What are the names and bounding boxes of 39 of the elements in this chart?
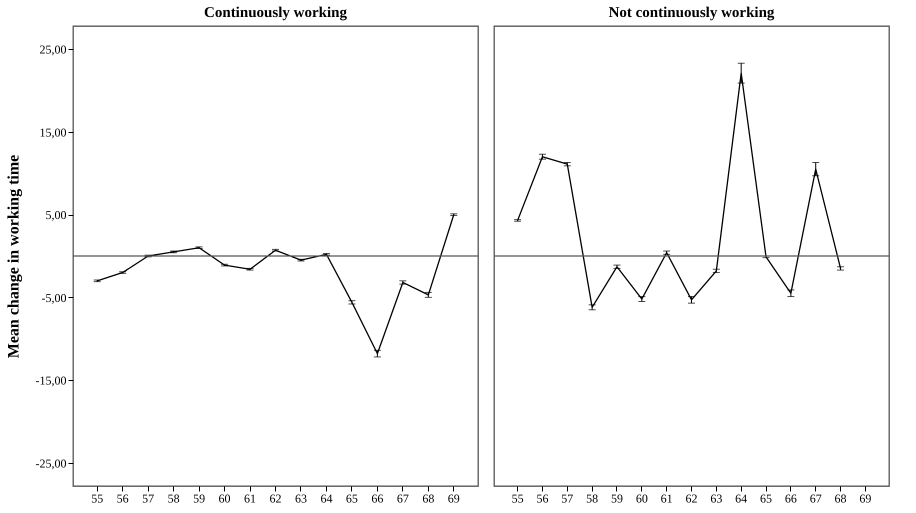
x-tick-label: 65 [760, 492, 772, 506]
y-tick-label: -25,00 [36, 456, 66, 470]
x-tick-label: 59 [610, 492, 623, 506]
x-tick-label: 57 [142, 492, 154, 506]
y-axis-title: Mean change in working time [6, 154, 23, 358]
x-tick-label: 58 [168, 492, 180, 506]
y-tick-label: 5,00 [46, 208, 66, 222]
x-tick-label: 64 [735, 492, 748, 506]
x-tick-label: 67 [396, 492, 409, 506]
x-tick-label: 69 [448, 492, 460, 506]
y-tick-label: -15,00 [36, 374, 66, 388]
x-tick-label: 60 [218, 492, 231, 506]
chart-title: Continuously working [204, 5, 348, 21]
x-tick-label: 62 [686, 492, 698, 506]
x-tick-label: 57 [561, 492, 574, 506]
x-tick-label: 67 [810, 492, 822, 506]
x-tick-label: 65 [346, 492, 358, 506]
x-tick-label: 66 [371, 492, 384, 506]
x-tick-label: 63 [710, 492, 722, 506]
chart-title: Not continuously working [608, 5, 775, 21]
x-tick-label: 59 [193, 492, 206, 506]
x-tick-label: 68 [422, 492, 434, 506]
x-tick-label: 55 [91, 492, 104, 506]
x-tick-label: 60 [636, 492, 648, 506]
x-tick-label: 61 [660, 492, 673, 506]
y-tick-label: 15,00 [40, 125, 66, 140]
x-tick-label: 61 [244, 492, 256, 506]
y-tick-label: 25,00 [40, 42, 66, 57]
y-tick-label: -5,00 [42, 290, 66, 305]
x-tick-label: 68 [834, 492, 847, 506]
x-tick-label: 58 [586, 492, 598, 506]
x-tick-label: 69 [859, 492, 872, 506]
x-tick-label: 55 [512, 492, 524, 506]
x-tick-label: 56 [116, 492, 129, 506]
x-tick-label: 62 [270, 492, 282, 506]
x-tick-label: 66 [784, 492, 797, 506]
x-tick-label: 56 [536, 492, 548, 506]
x-tick-label: 64 [320, 492, 332, 506]
x-tick-label: 63 [294, 492, 307, 506]
